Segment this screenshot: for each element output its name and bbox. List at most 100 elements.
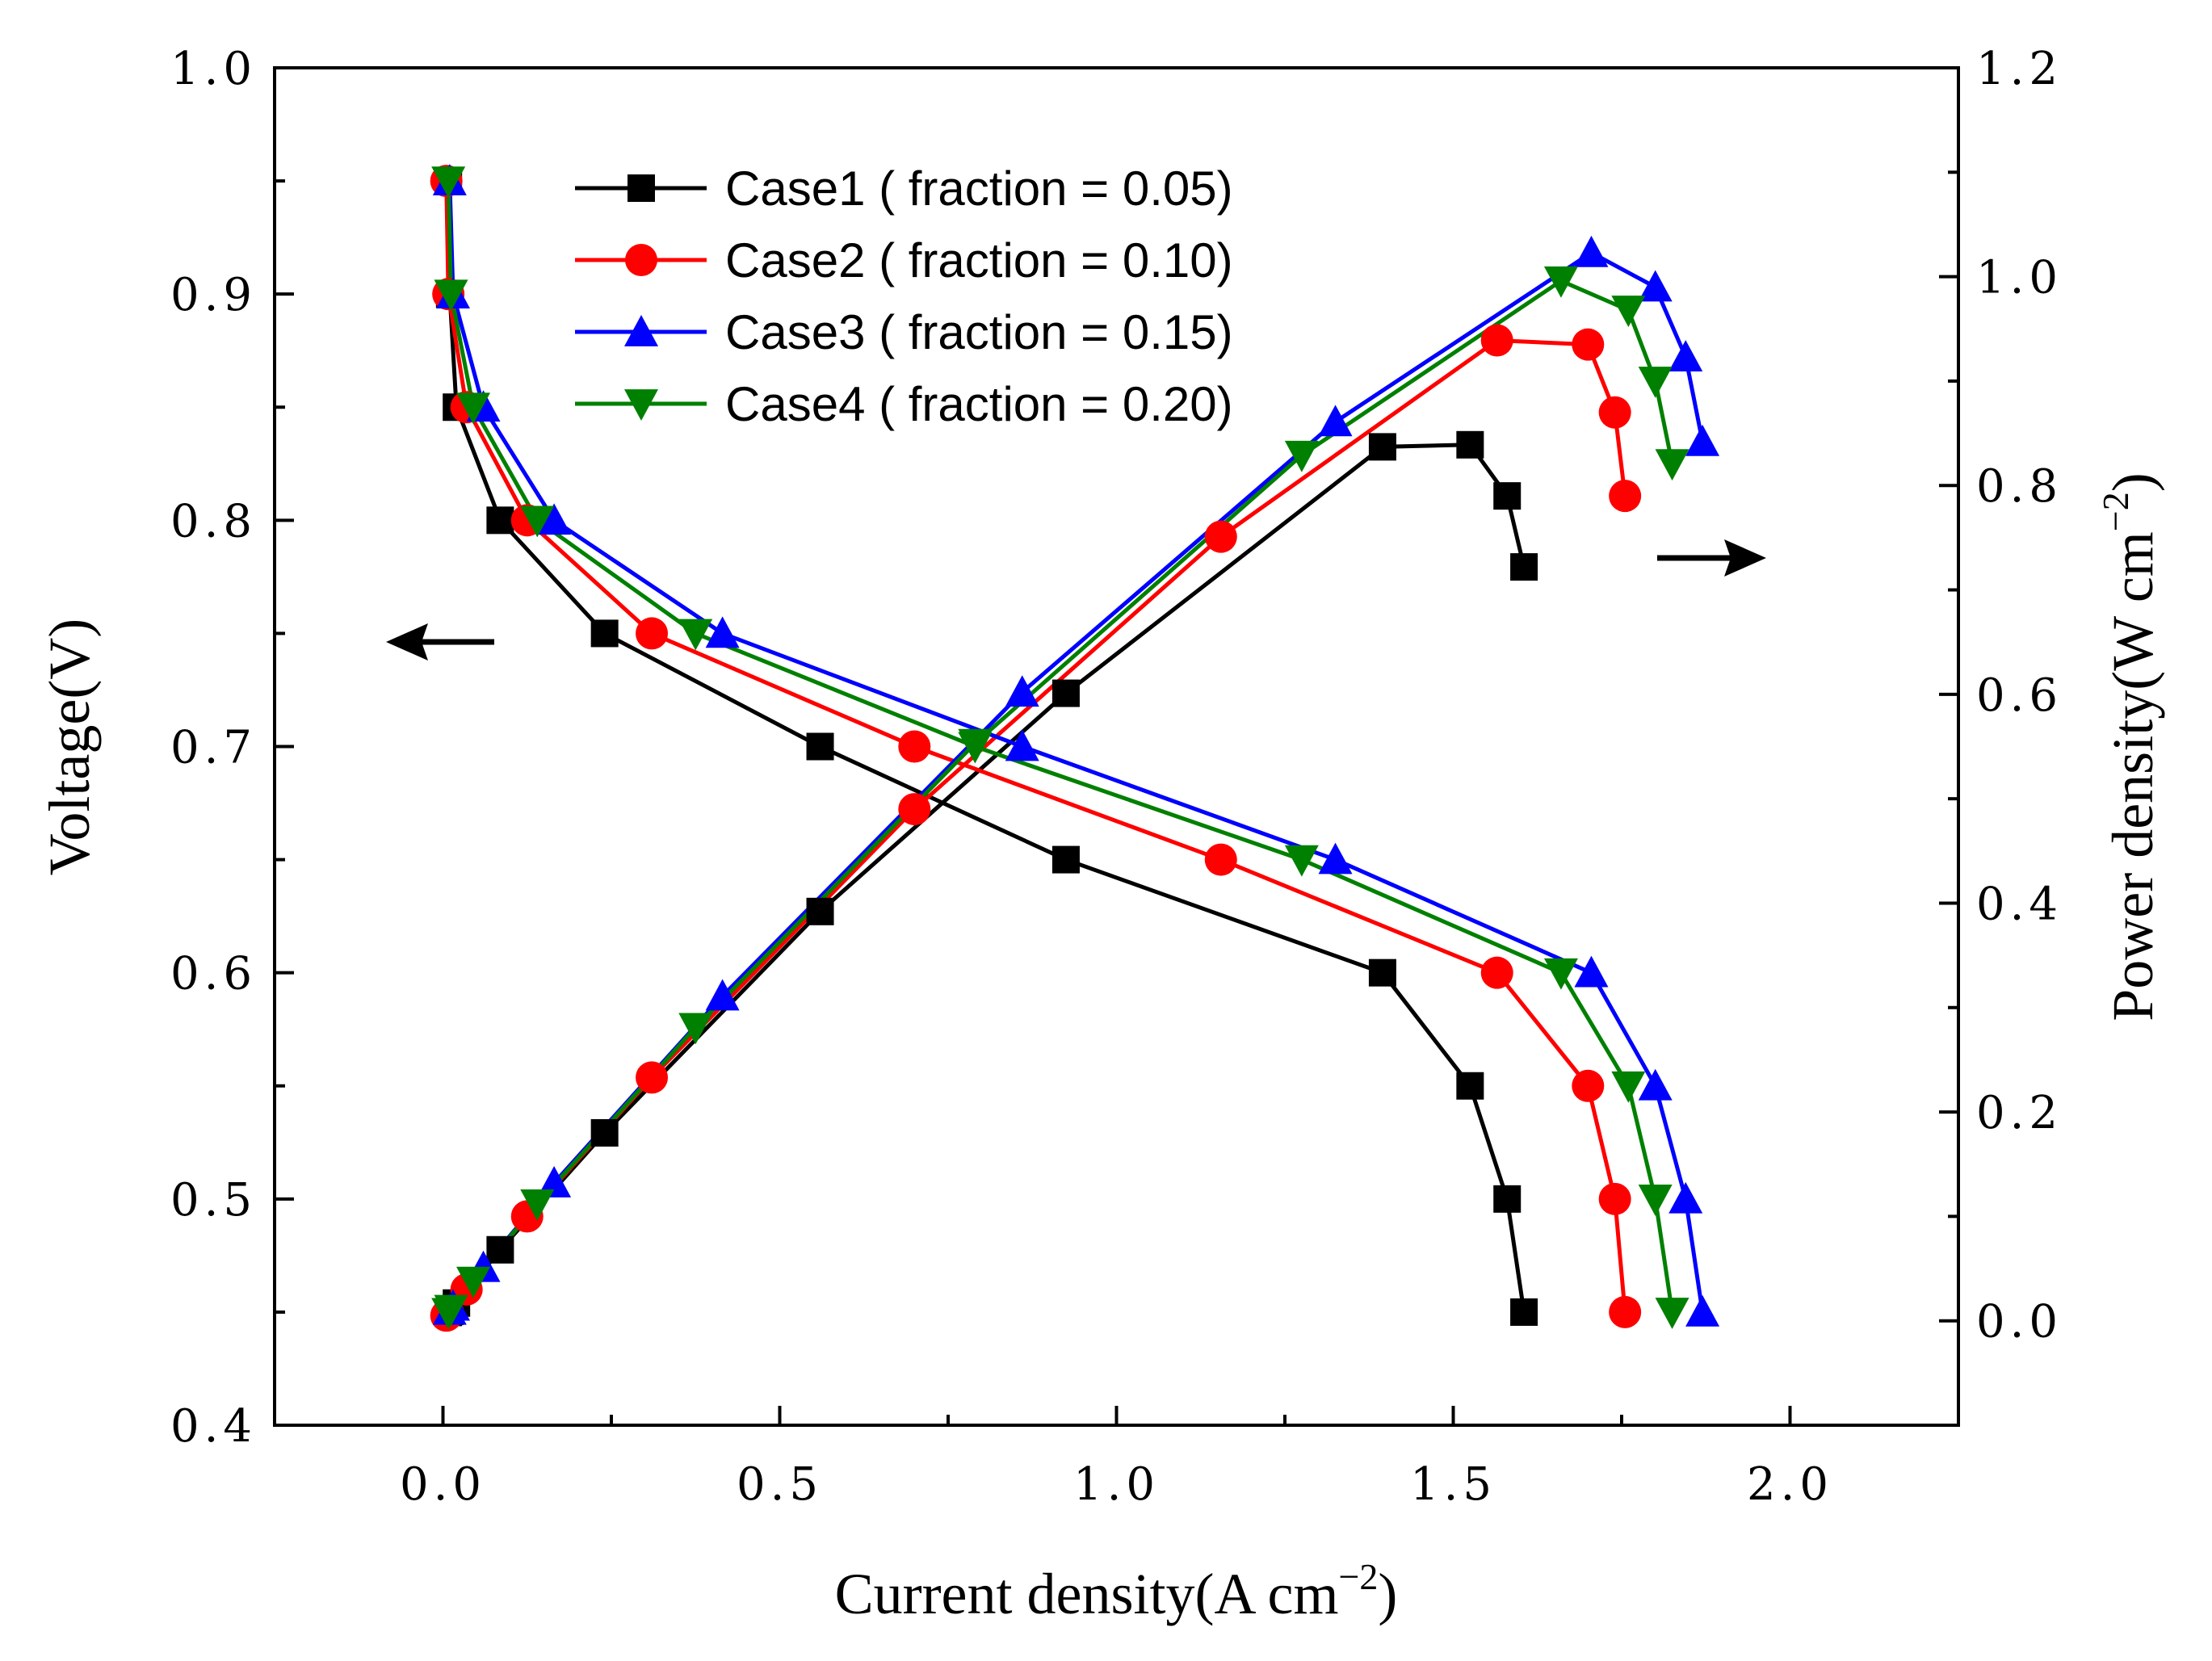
case4-power-line [447, 278, 1674, 1314]
case3-power-point [1318, 405, 1353, 437]
case3-voltage-point [1668, 1181, 1703, 1214]
case1-voltage-point [1051, 845, 1080, 874]
case4-voltage-point [1543, 958, 1578, 990]
case4-power-point [958, 728, 993, 761]
x-tick-label: 2.0 [1747, 1458, 1833, 1511]
case4-voltage-point [434, 279, 468, 312]
case1-power-point [590, 1118, 619, 1147]
case4-voltage-point [1611, 1071, 1646, 1103]
case1-voltage-point [590, 619, 619, 648]
case3-power-point [1574, 235, 1609, 267]
case4-voltage-point [678, 619, 713, 651]
case4-voltage-point [1655, 1298, 1689, 1329]
y2-tick-label: 0.0 [1976, 1296, 2063, 1349]
case1-voltage-point [1368, 958, 1396, 987]
case3-power-point [1005, 675, 1039, 707]
case1-power-point [486, 1235, 514, 1264]
case3-voltage-point [1638, 1068, 1673, 1101]
case2-voltage-point [1480, 956, 1513, 989]
case4-voltage-point [1284, 845, 1319, 877]
case2-power-point [636, 1061, 669, 1094]
case3-voltage-point [1318, 842, 1353, 875]
legend-marker-case4 [624, 389, 658, 421]
case4-voltage-point [431, 166, 466, 199]
case2-voltage-point [898, 730, 931, 763]
x-axis-title: Current density(A cm−2) [835, 1556, 1398, 1626]
case4-voltage-point [1638, 1184, 1673, 1216]
case4-power-point [1638, 367, 1673, 398]
y2-tick-label: 0.6 [1976, 669, 2063, 722]
case4-power-point [1284, 440, 1319, 472]
x-tick-label: 0.0 [400, 1458, 486, 1511]
case2-voltage-point [636, 617, 669, 650]
x-tick-label: 0.5 [737, 1458, 823, 1511]
y-tick-label: 0.7 [170, 722, 257, 774]
x-tick-label: 1.0 [1073, 1458, 1160, 1511]
case2-power-line [444, 338, 1627, 1317]
legend-marker-case2 [625, 244, 657, 276]
case3-power-point [705, 979, 740, 1011]
case1-power-point [806, 897, 834, 925]
case1-power-point [1510, 553, 1538, 581]
x-tick-label: 1.5 [1410, 1458, 1496, 1511]
y2-tick-label: 1.0 [1976, 252, 2063, 304]
case3-voltage-point [1685, 1294, 1720, 1327]
y2-tick-label: 0.4 [1976, 878, 2063, 930]
legend-label-case2: Case2 ( fraction = 0.10) [725, 233, 1233, 287]
y2-tick-label: 0.8 [1976, 460, 2063, 513]
y-tick-label: 0.8 [170, 495, 257, 547]
case2-voltage-point [1609, 1295, 1642, 1328]
y2-axis-title: Power density(W cm−2) [2095, 472, 2165, 1021]
y-tick-label: 0.4 [170, 1400, 257, 1453]
case2-power-point [1598, 396, 1631, 429]
case1-voltage-point [1456, 1072, 1484, 1100]
case2-power-point [898, 793, 931, 826]
case1-power-line [447, 443, 1526, 1315]
case2-power-point [1609, 480, 1642, 513]
y-tick-label: 0.9 [170, 269, 257, 321]
case3-power-point [1668, 340, 1703, 372]
y-tick-label: 0.6 [170, 948, 257, 1000]
case2-voltage-point [1572, 1069, 1605, 1102]
right-arrow-head [1724, 539, 1766, 577]
case4-voltage-point [456, 392, 491, 425]
y-axis-title: Voltage(V) [37, 619, 102, 876]
legend-label-case4: Case4 ( fraction = 0.20) [725, 377, 1233, 431]
case3-voltage-point [537, 503, 572, 535]
case3-power-point [1638, 270, 1673, 302]
case1-power-point [1493, 482, 1522, 510]
case1-power-point [1368, 433, 1396, 461]
y-tick-label: 1.0 [170, 43, 257, 95]
case3-voltage-point [705, 616, 740, 648]
case2-power-point [1572, 328, 1605, 361]
case4-power-point [456, 1266, 491, 1298]
case3-voltage-point [1005, 729, 1039, 761]
case1-voltage-point [1510, 1298, 1538, 1326]
case2-voltage-point [1598, 1182, 1631, 1215]
case4-power-point [678, 1013, 713, 1045]
case1-voltage-point [806, 732, 834, 761]
legend-marker-case3 [624, 315, 658, 346]
case1-power-point [1456, 430, 1484, 459]
case4-power-point [1611, 296, 1646, 327]
case2-power-point [1204, 520, 1237, 553]
legend-label-case1: Case1 ( fraction = 0.05) [725, 161, 1233, 216]
case4-power-point [1543, 266, 1578, 298]
y2-tick-label: 1.2 [1976, 43, 2063, 95]
case1-voltage-point [1493, 1185, 1522, 1213]
case4-power-point [520, 1189, 555, 1221]
case4-power-point [1655, 449, 1689, 481]
case3-power-point [1685, 424, 1720, 456]
y2-tick-label: 0.2 [1976, 1087, 2063, 1139]
case4-voltage-point [520, 505, 555, 538]
left-arrow-head [386, 623, 428, 661]
y-tick-label: 0.5 [170, 1174, 257, 1227]
legend-marker-case1 [628, 174, 655, 202]
case1-power-point [1051, 679, 1080, 707]
case2-voltage-point [1204, 843, 1237, 876]
case4-power-point [434, 1294, 468, 1327]
case2-power-point [1480, 324, 1513, 357]
case1-voltage-point [486, 506, 514, 535]
legend-label-case3: Case3 ( fraction = 0.15) [725, 305, 1233, 359]
